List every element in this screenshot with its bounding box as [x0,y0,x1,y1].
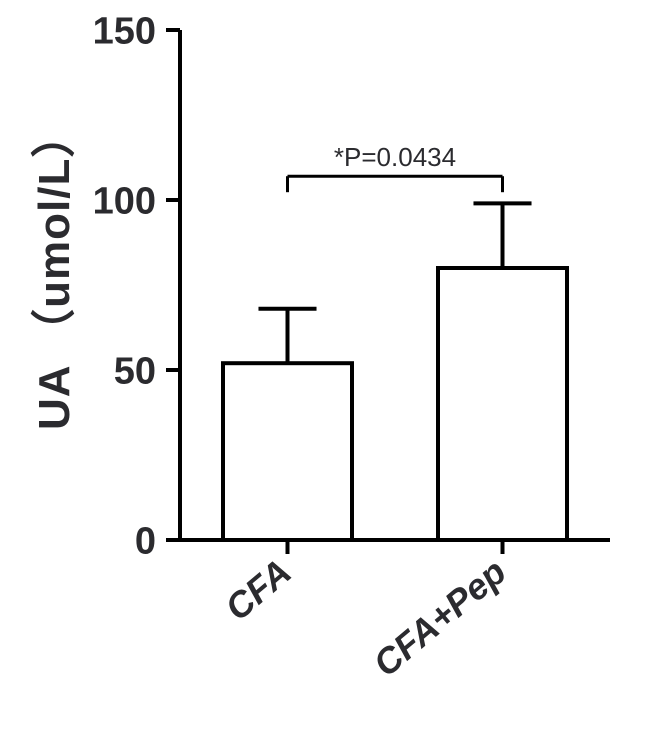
bar-chart: 0 50 100 150 CFA CFA+Pep *P=0.0434 [0,0,672,756]
chart-container: UA （umol/L） 0 50 100 150 CFA CFA+Pep *P=0.0434 [0,0,672,756]
x-tick-label: CFA [217,551,299,629]
y-tick-label: 150 [93,10,156,52]
p-value-label: *P=0.0434 [334,142,456,172]
y-tick-label: 50 [114,350,156,392]
y-tick-label: 0 [135,520,156,562]
x-tick-label: CFA+Pep [365,551,513,685]
bar [438,268,567,540]
y-axis-label: UA （umol/L） [18,113,82,430]
bar [223,363,352,540]
y-tick-label: 100 [93,180,156,222]
